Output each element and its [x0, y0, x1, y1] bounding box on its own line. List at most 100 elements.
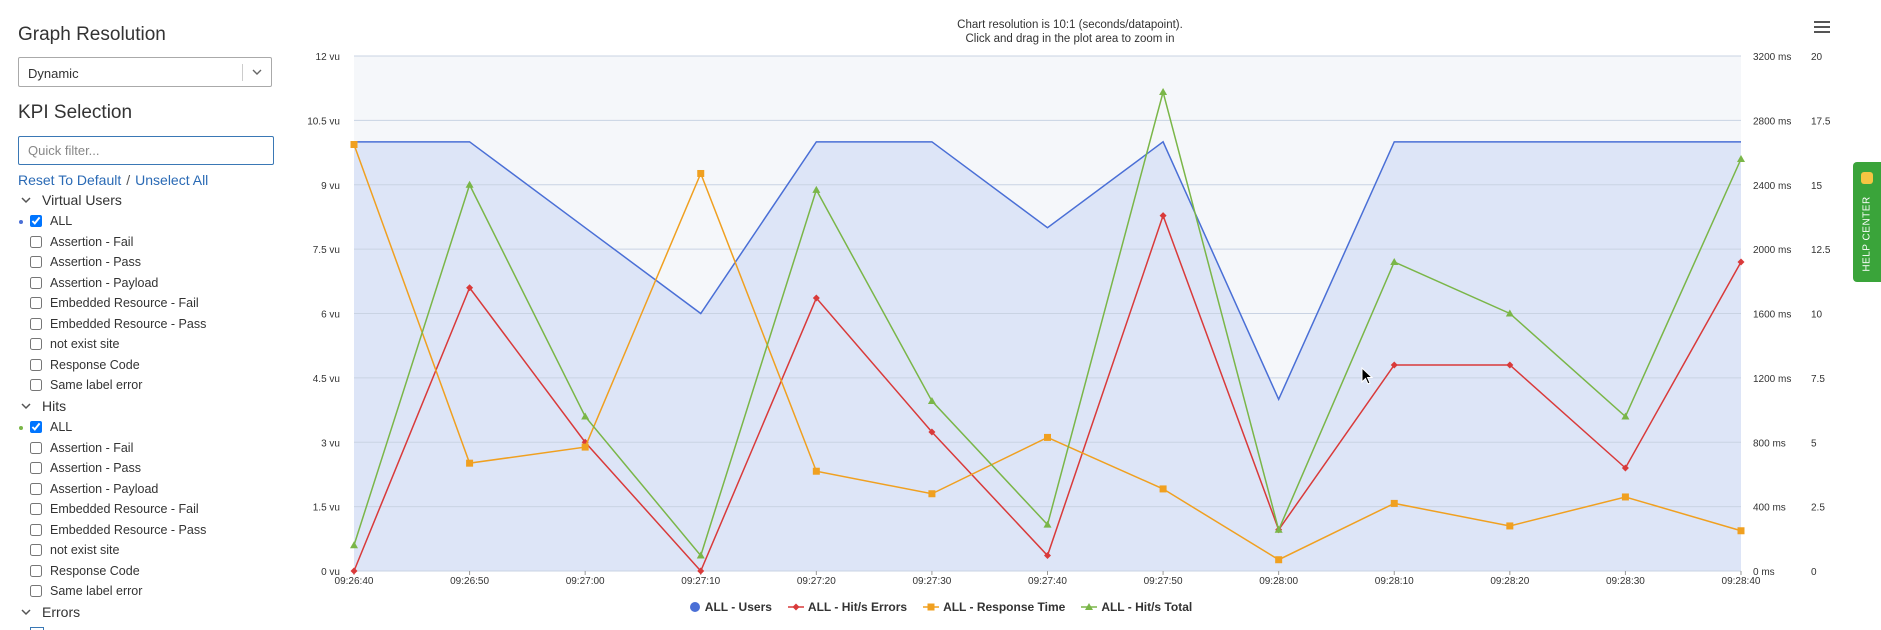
kpi-checkbox[interactable]	[30, 627, 44, 630]
kpi-item[interactable]: Assertion - Payload	[30, 480, 158, 498]
y-axis-right-ms-tick: 2800 ms	[1753, 116, 1791, 127]
legend-item-all-response-time[interactable]: ALL - Response Time	[923, 600, 1065, 614]
kpi-checkbox[interactable]	[30, 276, 42, 289]
x-axis-tick: 09:28:20	[1490, 576, 1529, 587]
kpi-checkbox[interactable]	[30, 462, 42, 474]
kpi-checkbox[interactable]	[30, 338, 42, 350]
x-axis-tick: 09:27:30	[912, 576, 951, 587]
y-axis-right-ms-tick: 400 ms	[1753, 503, 1786, 514]
kpi-checkbox[interactable]	[30, 482, 42, 495]
kpi-checkbox[interactable]	[30, 379, 42, 391]
kpi-item[interactable]: not exist site	[30, 541, 119, 559]
kpi-item-label: Embedded Resource - Fail	[50, 502, 199, 516]
quick-filter-input[interactable]	[18, 136, 274, 165]
kpi-item[interactable]: Assertion - Pass	[30, 459, 141, 477]
data-point-all-response-time	[1737, 527, 1745, 535]
kpi-checkbox[interactable]	[30, 503, 42, 515]
data-point-all-hits-total	[465, 180, 474, 188]
kpi-item[interactable]: Embedded Resource - Pass	[30, 315, 206, 333]
chart-menu-icon[interactable]	[1812, 18, 1834, 36]
data-point-all-hits-total	[812, 185, 821, 193]
kpi-item[interactable]: Response Code	[30, 356, 140, 374]
kpi-item[interactable]: Embedded Resource - Fail	[30, 500, 199, 518]
kpi-item-label: Assertion - Pass	[50, 461, 142, 475]
kpi-item-label: Same label error	[50, 584, 143, 598]
chevron-down-icon	[21, 609, 31, 616]
x-axis-tick: 09:26:40	[335, 576, 374, 587]
kpi-item[interactable]: Same label error	[30, 376, 142, 394]
data-point-all-hits-total	[1390, 258, 1399, 265]
kpi-item[interactable]: ALL	[30, 212, 72, 230]
kpi-group-errors[interactable]: Errors	[20, 604, 80, 620]
kpi-item[interactable]: Assertion - Fail	[30, 233, 133, 251]
kpi-item[interactable]: Response Code	[30, 562, 140, 580]
data-point-all-response-time	[928, 490, 936, 498]
unselect-all-link[interactable]: Unselect All	[135, 172, 209, 188]
y-axis-right-hits-tick: 10	[1811, 310, 1823, 321]
y-axis-right-hits-tick: 15	[1811, 181, 1823, 192]
data-point-all-response-time	[581, 443, 589, 451]
chart-legend: ALL - Users ALL - Hit/s Errors ALL - Respo…	[0, 600, 1881, 614]
kpi-item-label: Embedded Resource - Pass	[50, 522, 207, 537]
x-axis-tick: 09:26:50	[450, 576, 489, 587]
kpi-checkbox[interactable]	[30, 215, 42, 227]
kpi-group-virtual-users[interactable]: Virtual Users	[20, 192, 122, 208]
reset-to-default-link[interactable]: Reset To Default	[18, 172, 122, 188]
mouse-cursor-icon	[1361, 367, 1374, 385]
kpi-group-label: Virtual Users	[42, 192, 122, 208]
chevron-down-icon	[21, 403, 31, 410]
select-divider	[242, 64, 243, 81]
y-axis-right-hits-tick: 20	[1811, 52, 1823, 63]
x-axis-tick: 09:27:10	[681, 576, 720, 587]
legend-item-all-users[interactable]: ALL - Users	[689, 600, 772, 614]
kpi-checkbox[interactable]	[30, 235, 42, 248]
x-axis-tick: 09:27:00	[566, 576, 605, 587]
data-point-all-hits-errors	[812, 294, 820, 302]
kpi-checkbox[interactable]	[30, 564, 42, 577]
legend-diamond-icon	[787, 603, 804, 611]
kpi-checkbox[interactable]	[30, 358, 42, 371]
kpi-item[interactable]: Embedded Resource - Fail	[30, 294, 199, 312]
kpi-checkbox[interactable]	[30, 256, 42, 268]
help-center-tab[interactable]: HELP CENTER	[1853, 162, 1881, 282]
data-point-all-response-time	[812, 467, 820, 475]
kpi-item[interactable]: ALL	[30, 418, 72, 436]
kpi-group-hits[interactable]: Hits	[20, 398, 66, 414]
legend-item-all-hits-total[interactable]: ALL - Hit/s Total	[1081, 600, 1192, 614]
y-axis-left-tick: 7.5 vu	[313, 245, 340, 256]
data-point-all-hits-total	[1737, 155, 1745, 162]
kpi-item[interactable]: Assertion - Pass	[30, 253, 141, 271]
kpi-item[interactable]: Embedded Resource - Pass	[30, 521, 206, 539]
kpi-checkbox[interactable]	[30, 317, 42, 330]
legend-square-icon	[923, 603, 940, 611]
resolution-select[interactable]: Dynamic	[18, 57, 272, 87]
kpi-group-label: Hits	[42, 398, 67, 414]
kpi-item[interactable]: Assertion - Fail	[30, 439, 133, 457]
y-axis-right-ms-tick: 0 ms	[1753, 567, 1775, 578]
legend-item-all-hits-errors[interactable]: ALL - Hit/s Errors	[787, 600, 907, 614]
x-axis-tick: 09:27:20	[797, 576, 836, 587]
y-axis-left-tick: 9 vu	[321, 181, 340, 192]
kpi-item-label: Embedded Resource - Fail	[50, 296, 199, 310]
kpi-checkbox[interactable]	[30, 297, 42, 309]
kpi-checkbox[interactable]	[30, 441, 42, 454]
y-axis-left-tick: 12 vu	[316, 52, 340, 63]
data-point-all-hits-total	[1621, 412, 1630, 420]
data-point-all-response-time	[1390, 499, 1398, 507]
y-axis-left-tick: 4.5 vu	[313, 374, 340, 385]
kpi-checkbox[interactable]	[30, 585, 42, 597]
kpi-item[interactable]: Assertion - Payload	[30, 274, 158, 292]
kpi-checkbox[interactable]	[30, 523, 42, 536]
kpi-checkbox[interactable]	[30, 544, 42, 556]
data-point-all-response-time	[1044, 433, 1051, 441]
kpi-item[interactable]: Same label error	[30, 582, 142, 600]
x-axis-tick: 09:28:40	[1722, 576, 1761, 587]
y-axis-right-ms-tick: 800 ms	[1753, 438, 1786, 449]
left-panel: Graph Resolution Dynamic KPI Selection R…	[0, 0, 290, 630]
series-line-all-users[interactable]	[354, 140, 1741, 402]
link-separator: /	[126, 172, 131, 188]
data-point-all-hits-total	[696, 551, 705, 559]
kpi-item[interactable]: not exist site	[30, 335, 119, 353]
kpi-checkbox[interactable]	[30, 421, 42, 433]
